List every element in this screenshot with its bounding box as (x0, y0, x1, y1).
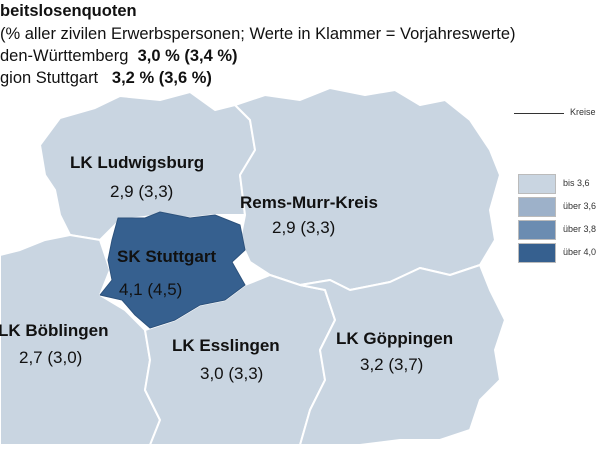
legend-swatch (518, 220, 556, 240)
region-value: 2,9 (3,3) (110, 182, 174, 201)
bw-rate: den-Württemberg 3,0 % (3,4 %) (0, 47, 238, 65)
legend-swatch (518, 197, 556, 217)
legend-label: über 3,8 (563, 224, 597, 234)
map-subtitle: (% aller zivilen Erwerbspersonen; Werte … (0, 25, 516, 43)
legend-boundary-label: Kreise (570, 107, 596, 117)
legend-label: über 3,6 (563, 201, 597, 211)
region-value: 3,2 (3,7) (360, 355, 424, 374)
map-title: beitslosenquoten (0, 2, 137, 20)
region-label: Rems-Murr-Kreis (240, 193, 378, 212)
region-label: SK Stuttgart (117, 247, 217, 266)
region-rems-murr[interactable] (234, 87, 501, 291)
region-value: 3,0 (3,3) (200, 364, 264, 383)
region-stuttgart[interactable] (99, 211, 246, 329)
region-value: 2,9 (3,3) (272, 218, 336, 237)
region-label: LK Esslingen (172, 336, 280, 355)
legend-label: über 4,0 (563, 247, 597, 257)
legend-label: bis 3,6 (563, 178, 590, 188)
region-value: 2,7 (3,0) (19, 348, 83, 367)
region-label: LK Böblingen (0, 321, 109, 340)
region-label: LK Ludwigsburg (70, 153, 205, 172)
legend-boundary-line (514, 113, 564, 114)
region-value: 4,1 (4,5) (119, 280, 183, 299)
legend-swatch (518, 243, 556, 263)
region-label: LK Göppingen (336, 329, 454, 348)
region-rate: gion Stuttgart 3,2 % (3,6 %) (0, 69, 212, 87)
region-goeppingen[interactable] (299, 264, 506, 446)
legend-swatch (518, 174, 556, 194)
